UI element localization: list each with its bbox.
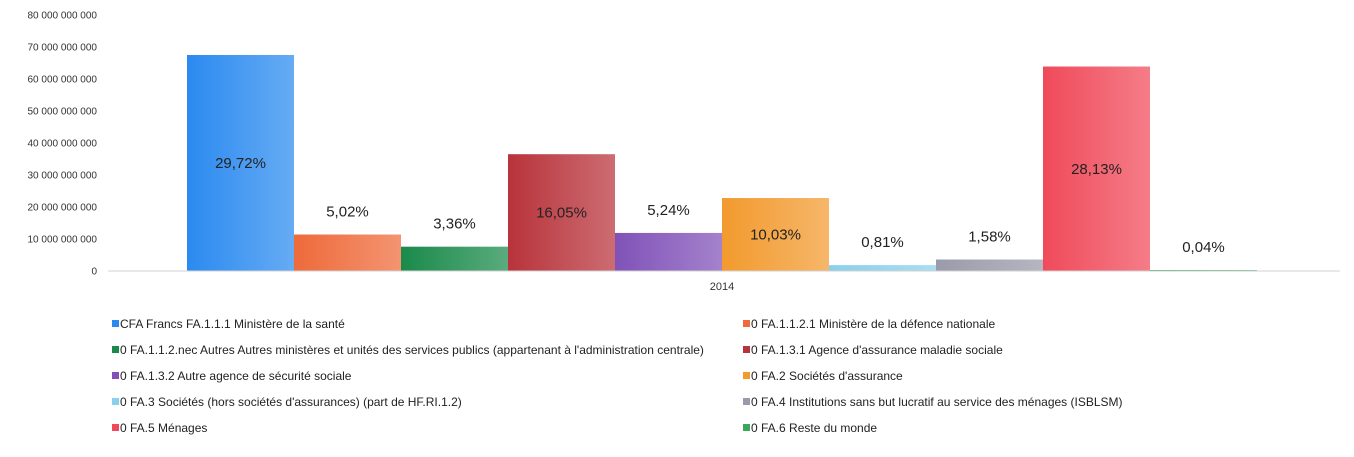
legend-swatch [112, 424, 119, 431]
legend-swatch [743, 398, 750, 405]
legend-swatch [743, 320, 750, 327]
legend-item: CFA Francs FA.1.1.1 Ministère de la sant… [112, 317, 345, 331]
y-tick-label: 40 000 000 000 [27, 139, 97, 150]
legend-item: 0 FA.1.1.2.1 Ministère de la défence nat… [743, 317, 995, 331]
x-axis: 2014 [710, 281, 734, 293]
y-tick-label: 10 000 000 000 [27, 235, 97, 246]
bars [187, 55, 1257, 272]
bar [1043, 66, 1150, 272]
legend-swatch [112, 398, 119, 405]
legend-item: 0 FA.6 Reste du monde [743, 421, 877, 435]
legend-swatch [112, 346, 119, 353]
legend-label: 0 FA.6 Reste du monde [751, 421, 877, 435]
data-label: 28,13% [1071, 161, 1122, 178]
data-label: 0,81% [861, 234, 904, 251]
legend-item: 0 FA.2 Sociétés d'assurance [743, 369, 903, 383]
data-label: 1,58% [968, 229, 1011, 246]
legend-swatch [743, 372, 750, 379]
data-label: 5,02% [326, 204, 369, 221]
legend: CFA Francs FA.1.1.1 Ministère de la sant… [112, 317, 1123, 435]
legend-swatch [112, 372, 119, 379]
bar [401, 246, 508, 271]
bar [936, 259, 1043, 271]
legend-label: CFA Francs FA.1.1.1 Ministère de la sant… [120, 317, 345, 331]
legend-item: 0 FA.5 Ménages [112, 421, 207, 435]
y-tick-label: 70 000 000 000 [27, 43, 97, 54]
y-axis: 0 10 000 000 000 20 000 000 000 30 000 000 … [27, 11, 97, 278]
legend-item: 0 FA.1.3.1 Agence d'assurance maladie so… [743, 343, 1003, 357]
data-label: 10,03% [750, 227, 801, 244]
legend-label: 0 FA.5 Ménages [120, 421, 207, 435]
bar [508, 154, 615, 271]
legend-label: 0 FA.1.1.2.nec Autres Autres ministères … [120, 343, 704, 357]
legend-label: 0 FA.1.3.2 Autre agence de sécurité soci… [120, 369, 352, 383]
x-tick-label: 2014 [710, 281, 734, 293]
bar [187, 55, 294, 271]
data-label: 3,36% [433, 216, 476, 233]
legend-label: 0 FA.3 Sociétés (hors sociétés d'assuran… [120, 395, 462, 409]
y-tick-label: 80 000 000 000 [27, 11, 97, 22]
legend-item: 0 FA.1.3.2 Autre agence de sécurité soci… [112, 369, 352, 383]
legend-swatch [743, 346, 750, 353]
y-tick-label: 0 [91, 267, 97, 278]
legend-item: 0 FA.1.1.2.nec Autres Autres ministères … [112, 343, 704, 357]
bar [615, 232, 722, 271]
legend-label: 0 FA.4 Institutions sans but lucratif au… [751, 395, 1123, 409]
legend-swatch [743, 424, 750, 431]
bar [722, 198, 829, 271]
y-tick-label: 20 000 000 000 [27, 203, 97, 214]
legend-label: 0 FA.1.1.2.1 Ministère de la défence nat… [751, 317, 995, 331]
legend-item: 0 FA.4 Institutions sans but lucratif au… [743, 395, 1123, 409]
legend-label: 0 FA.2 Sociétés d'assurance [751, 369, 903, 383]
y-tick-label: 60 000 000 000 [27, 75, 97, 86]
legend-swatch [112, 320, 119, 327]
bar [294, 234, 401, 271]
data-label: 16,05% [536, 205, 587, 222]
data-label: 29,72% [215, 155, 266, 172]
data-label: 5,24% [647, 202, 690, 219]
data-labels: 29,72% 5,02% 3,36% 16,05% 5,24% 10,03% 0,81% 1,… [215, 155, 1225, 256]
y-tick-label: 50 000 000 000 [27, 107, 97, 118]
y-tick-label: 30 000 000 000 [27, 171, 97, 182]
data-label: 0,04% [1182, 239, 1225, 256]
legend-item: 0 FA.3 Sociétés (hors sociétés d'assuran… [112, 395, 462, 409]
legend-label: 0 FA.1.3.1 Agence d'assurance maladie so… [751, 343, 1003, 357]
bar [829, 265, 936, 271]
